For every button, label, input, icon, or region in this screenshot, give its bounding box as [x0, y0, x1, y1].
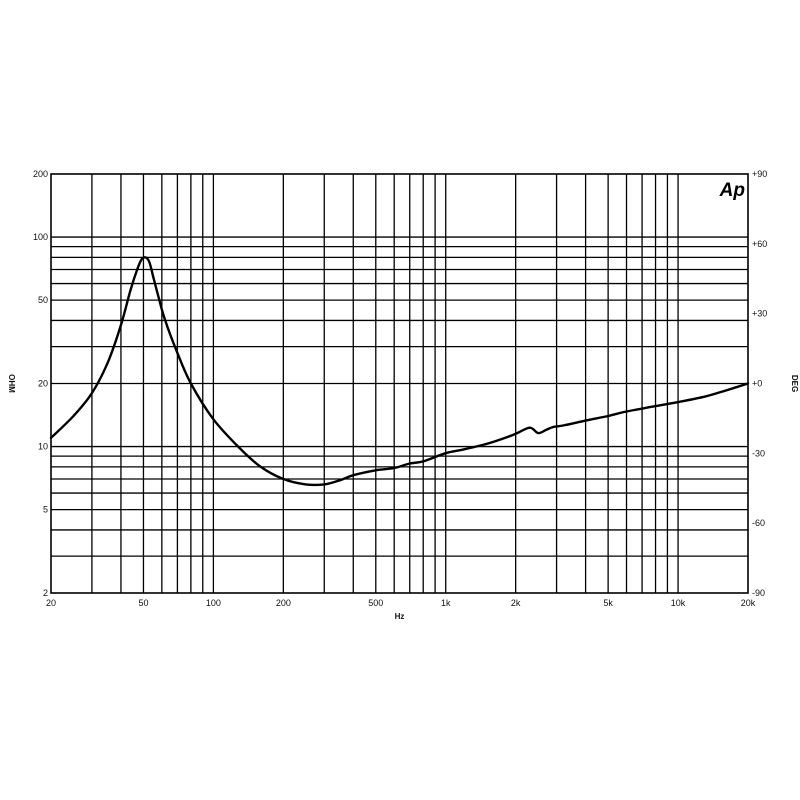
x-tick-label: 50	[138, 598, 148, 608]
x-tick-label: 1k	[441, 598, 451, 608]
y-right-tick-label: -90	[752, 588, 765, 598]
y-left-tick-label: 50	[38, 295, 48, 305]
y-right-tick-label: +0	[752, 379, 762, 389]
x-tick-label: 20k	[741, 598, 756, 608]
x-tick-label: 200	[276, 598, 291, 608]
y-left-tick-label: 5	[43, 505, 48, 515]
y-right-tick-label: +30	[752, 309, 767, 319]
y-right-tick-label: +60	[752, 239, 767, 249]
y-right-tick-labels: -90 -60 -30 +0 +30 +60 +90	[752, 169, 767, 598]
grid	[51, 174, 748, 593]
y-left-tick-label: 200	[33, 169, 48, 179]
x-tick-label: 2k	[511, 598, 521, 608]
x-tick-label: 5k	[603, 598, 613, 608]
x-axis-label: Hz	[395, 612, 405, 621]
y-right-tick-label: -30	[752, 448, 765, 458]
impedance-curve	[49, 256, 750, 487]
ap-logo: Ap	[719, 180, 745, 201]
series	[49, 256, 750, 487]
y-left-axis-label: OHM	[7, 374, 16, 393]
y-right-tick-label: +90	[752, 169, 767, 179]
y-left-tick-label: 20	[38, 379, 48, 389]
x-tick-labels: 20 50 100 200 500 1k 2k 5k 10k 20k	[46, 598, 756, 608]
x-tick-label: 20	[46, 598, 56, 608]
y-right-axis-label: DEG	[790, 375, 799, 392]
x-tick-label: 10k	[671, 598, 686, 608]
y-left-tick-labels: 2 5 10 20 50 100 200	[33, 169, 48, 598]
x-tick-label: 500	[368, 598, 383, 608]
y-left-tick-label: 2	[43, 588, 48, 598]
y-right-tick-label: -60	[752, 518, 765, 528]
x-tick-label: 100	[206, 598, 221, 608]
y-left-tick-label: 10	[38, 442, 48, 452]
y-left-tick-label: 100	[33, 232, 48, 242]
